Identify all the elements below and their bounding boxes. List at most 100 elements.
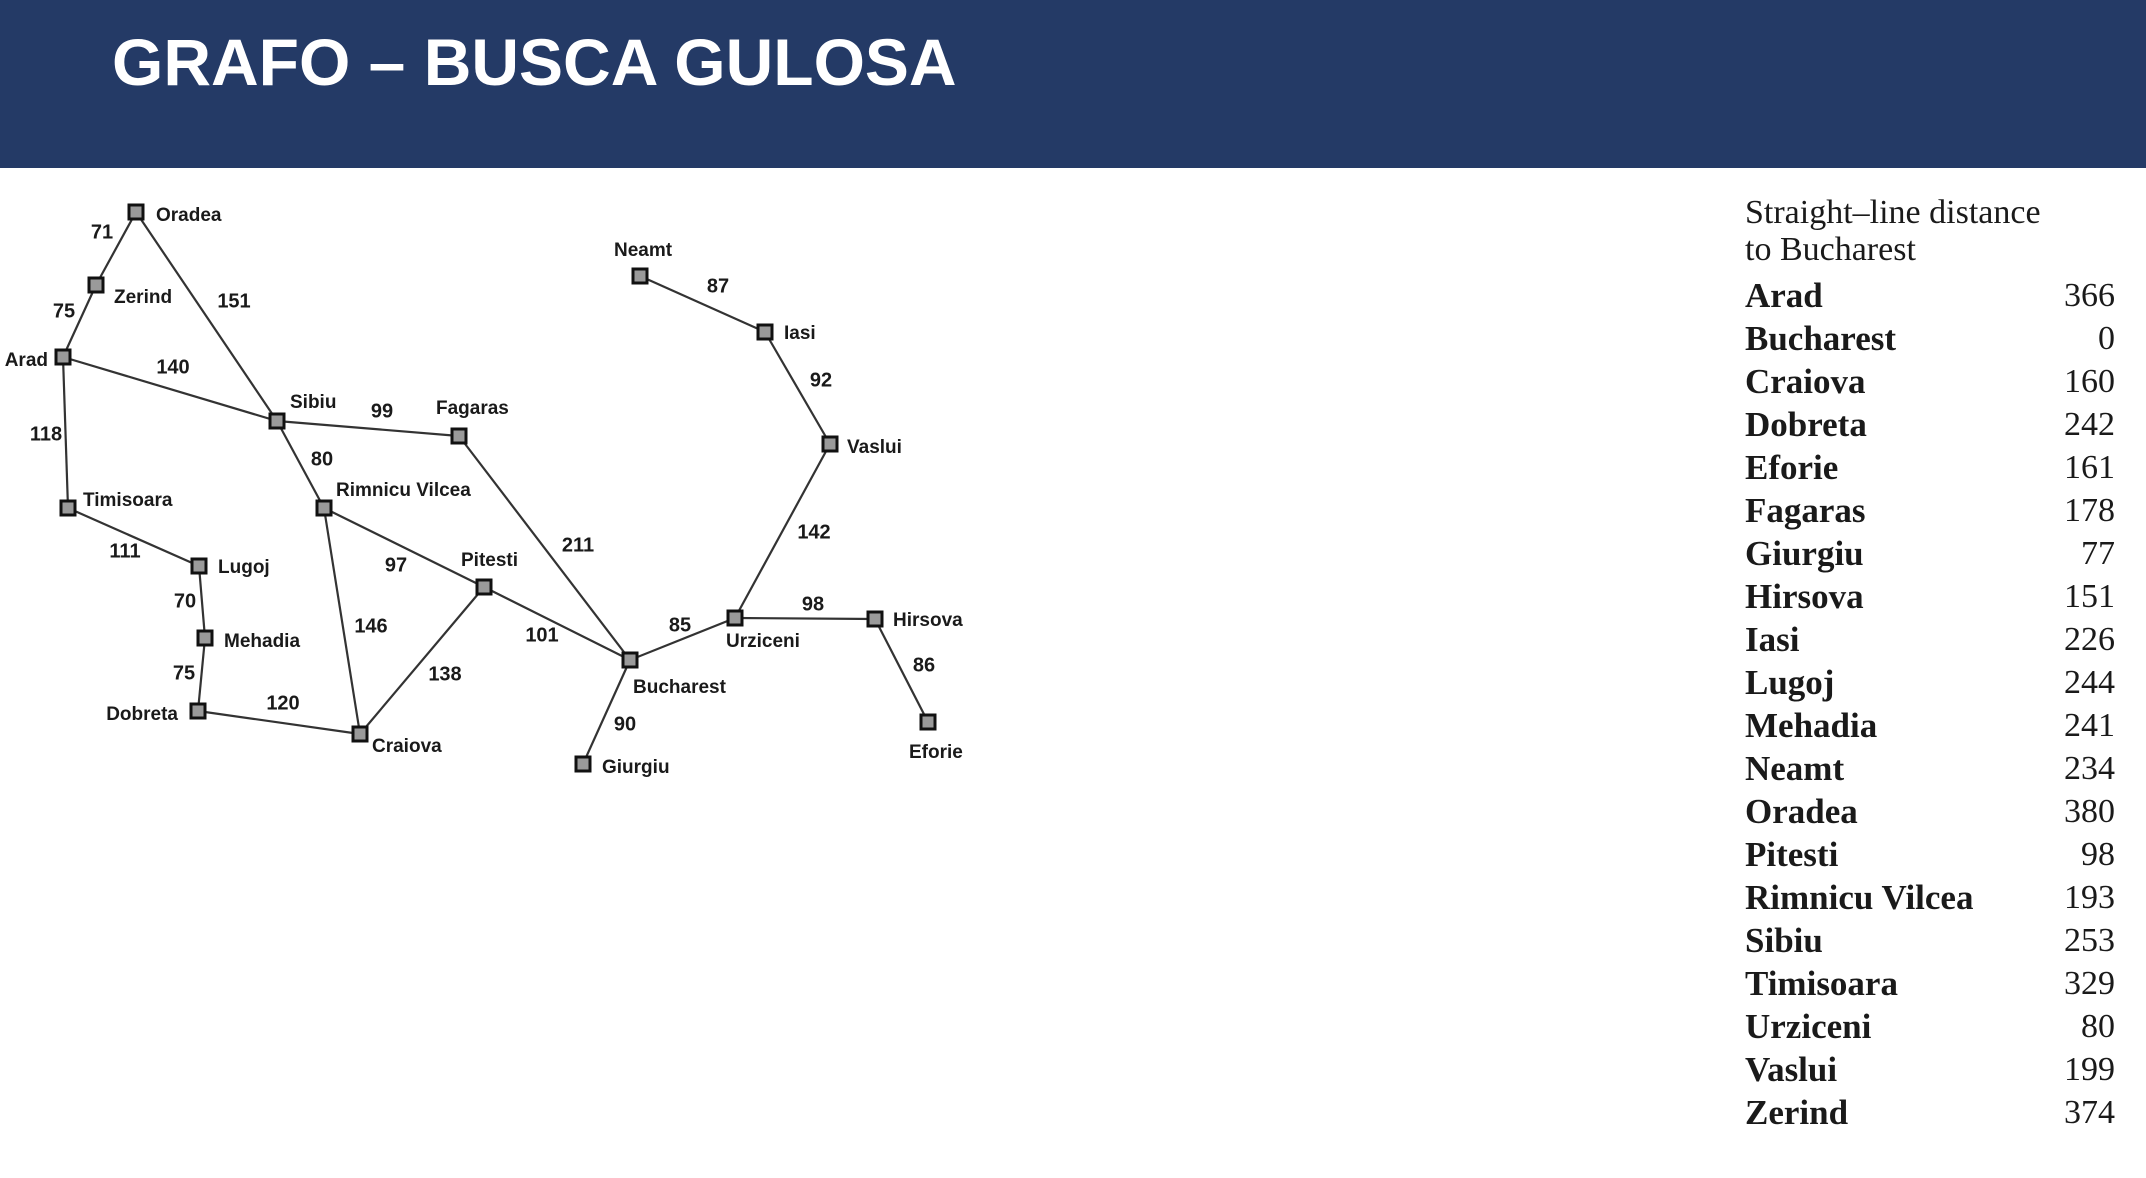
node-fagaras [450,427,468,445]
city-distance: 253 [2064,921,2115,959]
edge-rimnicu-pitesti [323,507,485,588]
city-name: Eforie [1745,447,1839,487]
table-row: Arad 366 [1745,274,2115,317]
city-distance: 226 [2064,620,2115,658]
table-row: Eforie 161 [1745,446,2115,489]
node-craiova [351,725,369,743]
city-name: Giurgiu [1745,533,1864,573]
table-row: Timisoara 329 [1745,962,2115,1005]
node-label-eforie: Eforie [909,742,963,763]
edge-weight-zerind-arad: 75 [53,300,75,322]
table-row: Zerind 374 [1745,1091,2115,1134]
edge-oradea-sibiu [135,211,278,422]
node-label-hirsova: Hirsova [893,610,963,631]
table-row: Iasi 226 [1745,618,2115,661]
city-distance: 366 [2064,276,2115,314]
edge-lugoj-mehadia [197,565,207,639]
table-row: Craiova 160 [1745,360,2115,403]
straight-line-distance-table: Straight–line distance to Bucharest Arad… [1745,194,2115,1134]
city-distance: 178 [2064,491,2115,529]
city-name: Timisoara [1745,963,1898,1003]
node-label-bucharest: Bucharest [633,677,727,698]
node-label-mehadia: Mehadia [224,631,300,652]
node-label-oradea: Oradea [156,205,222,226]
city-name: Iasi [1745,619,1800,659]
node-label-timisoara: Timisoara [83,490,173,511]
table-row: Vaslui 199 [1745,1048,2115,1091]
edge-bucharest-giurgiu [581,659,632,765]
city-distance: 199 [2064,1050,2115,1088]
city-name: Pitesti [1745,834,1839,874]
city-name: Urziceni [1745,1006,1872,1046]
edge-rimnicu-craiova [322,507,362,735]
node-label-arad: Arad [5,350,48,371]
node-label-giurgiu: Giurgiu [602,757,670,778]
table-row: Hirsova 151 [1745,575,2115,618]
table-row: Lugoj 244 [1745,661,2115,704]
edge-vaslui-iasi [764,331,831,445]
node-rimnicu [315,499,333,517]
edge-sibiu-rimnicu [276,420,325,509]
table-title-line-2: to Bucharest [1745,231,1916,268]
edge-weight-rimnicu-craiova: 146 [354,615,387,637]
table-row: Fagaras 178 [1745,489,2115,532]
edge-weight-arad-timisoara: 118 [30,423,62,445]
city-distance: 234 [2064,749,2115,787]
node-dobreta [189,702,207,720]
city-distance: 160 [2064,362,2115,400]
city-distance: 77 [2081,534,2115,572]
edge-weight-hirsova-eforie: 86 [913,654,935,676]
city-name: Arad [1745,275,1823,315]
edge-mehadia-dobreta [196,637,207,712]
table-row: Pitesti 98 [1745,833,2115,876]
node-zerind [87,276,105,294]
city-distance: 244 [2064,663,2115,701]
edge-sibiu-fagaras [276,419,460,438]
node-neamt [631,267,649,285]
table-row: Bucharest 0 [1745,317,2115,360]
edge-weight-oradea-zerind: 71 [91,221,113,243]
city-distance: 0 [2098,319,2115,357]
edge-urziceni-hirsova [734,616,876,621]
table-row: Urziceni 80 [1745,1005,2115,1048]
table-row: Sibiu 253 [1745,919,2115,962]
table-row: Giurgiu 77 [1745,532,2115,575]
city-distance: 80 [2081,1007,2115,1045]
node-label-fagaras: Fagaras [436,398,509,419]
edge-weight-vaslui-iasi: 92 [810,369,832,391]
table-row: Dobreta 242 [1745,403,2115,446]
city-name: Hirsova [1745,576,1864,616]
edge-urziceni-vaslui [734,443,831,619]
city-name: Neamt [1745,748,1845,788]
table-row: Neamt 234 [1745,747,2115,790]
node-timisoara [59,499,77,517]
city-name: Zerind [1745,1092,1849,1132]
edge-weight-bucharest-giurgiu: 90 [614,713,636,735]
city-distance: 151 [2064,577,2115,615]
city-distance: 241 [2064,706,2115,744]
table-title-line-1: Straight–line distance [1745,194,2041,231]
city-name: Craiova [1745,361,1866,401]
edge-weight-dobreta-craiova: 120 [266,692,299,714]
node-oradea [127,203,145,221]
edge-hirsova-eforie [874,618,929,723]
city-name: Sibiu [1745,920,1823,960]
edge-weight-craiova-pitesti: 138 [428,663,461,685]
city-name: Rimnicu Vilcea [1745,877,1974,917]
node-label-dobreta: Dobreta [106,704,178,725]
node-label-craiova: Craiova [372,736,442,757]
node-vaslui [821,435,839,453]
node-label-rimnicu: Rimnicu Vilcea [336,480,471,501]
node-lugoj [190,557,208,575]
node-label-lugoj: Lugoj [218,557,270,578]
edge-zerind-arad [62,284,97,358]
edge-fagaras-bucharest [458,435,631,661]
city-name: Lugoj [1745,662,1835,702]
city-distance: 380 [2064,792,2115,830]
edge-timisoara-lugoj [67,506,200,568]
table-row: Rimnicu Vilcea 193 [1745,876,2115,919]
edge-arad-timisoara [61,356,70,509]
node-label-pitesti: Pitesti [461,550,518,571]
edge-weight-iasi-neamt: 87 [707,275,729,297]
table-row: Oradea 380 [1745,790,2115,833]
